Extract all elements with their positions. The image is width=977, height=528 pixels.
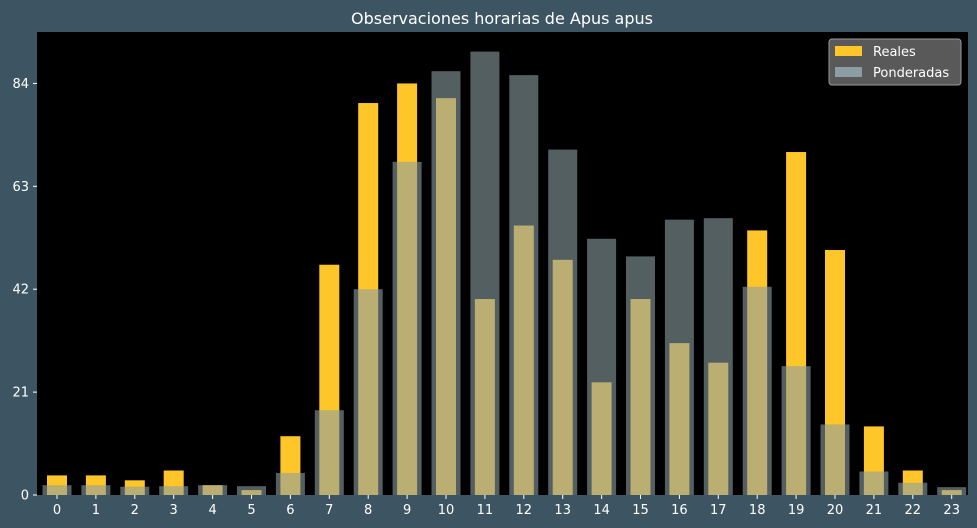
y-tick-label: 84 (12, 77, 29, 92)
bar-ponderadas (664, 219, 694, 496)
x-tick-label: 7 (325, 503, 333, 518)
x-tick-label: 15 (632, 503, 649, 518)
bars-ponderadas (42, 51, 967, 496)
x-tick-label: 2 (131, 503, 139, 518)
bar-ponderadas (431, 71, 461, 495)
bar-ponderadas (898, 482, 928, 495)
x-tick-label: 4 (208, 503, 216, 518)
x-axis: 0 1 2 3 4 5 6 7 8 9 10 11 12 13 14 15 16 17 18 19 20 21 22 23 (53, 495, 960, 518)
x-tick-label: 1 (92, 503, 100, 518)
y-tick-label: 0 (21, 489, 29, 504)
bar-ponderadas (159, 486, 189, 495)
bar-ponderadas (470, 51, 500, 495)
bar-ponderadas (820, 424, 850, 495)
legend-label-ponderadas: Ponderadas (873, 66, 949, 81)
bar-ponderadas (314, 410, 344, 495)
bar-ponderadas (509, 75, 539, 495)
legend-swatch-ponderadas (835, 67, 862, 77)
bar-ponderadas (237, 486, 266, 495)
legend-swatch-reales (835, 46, 862, 56)
x-tick-label: 0 (53, 503, 61, 518)
bar-ponderadas (626, 256, 655, 495)
x-tick-label: 8 (364, 503, 372, 518)
bar-ponderadas (353, 289, 383, 495)
chart-title: Observaciones horarias de Apus apus (351, 9, 653, 28)
plot-area (37, 32, 968, 495)
bar-ponderadas (275, 472, 305, 495)
x-tick-label: 3 (170, 503, 178, 518)
x-tick-label: 17 (710, 503, 727, 518)
x-tick-label: 22 (905, 503, 922, 518)
y-tick-label: 21 (12, 386, 29, 401)
bar-ponderadas (703, 218, 733, 495)
x-tick-label: 6 (286, 503, 294, 518)
bar-ponderadas (42, 485, 72, 495)
bar-ponderadas (81, 485, 111, 495)
legend-label-reales: Reales (873, 45, 916, 60)
x-tick-label: 10 (438, 503, 455, 518)
y-tick-label: 63 (12, 180, 29, 195)
bar-ponderadas (548, 149, 578, 496)
y-tick-label: 42 (12, 283, 29, 298)
x-tick-label: 19 (788, 503, 805, 518)
bar-ponderadas (742, 286, 772, 495)
bar-ponderadas (587, 238, 617, 495)
bar-ponderadas (859, 471, 889, 495)
x-tick-label: 14 (593, 503, 610, 518)
x-tick-label: 20 (827, 503, 844, 518)
x-tick-label: 23 (943, 503, 960, 518)
x-tick-label: 13 (554, 503, 571, 518)
x-tick-label: 11 (477, 503, 494, 518)
x-tick-label: 9 (403, 503, 411, 518)
bar-ponderadas (198, 485, 228, 495)
x-tick-label: 21 (866, 503, 883, 518)
x-tick-label: 16 (671, 503, 688, 518)
bar-ponderadas (937, 487, 967, 495)
bar-ponderadas (120, 486, 150, 495)
legend: Reales Ponderadas (828, 38, 962, 86)
y-axis: 0 21 42 63 84 (12, 77, 37, 504)
bar-ponderadas (392, 161, 422, 495)
bar-ponderadas (781, 366, 811, 495)
x-tick-label: 12 (516, 503, 533, 518)
x-tick-label: 5 (247, 503, 255, 518)
x-tick-label: 18 (749, 503, 766, 518)
